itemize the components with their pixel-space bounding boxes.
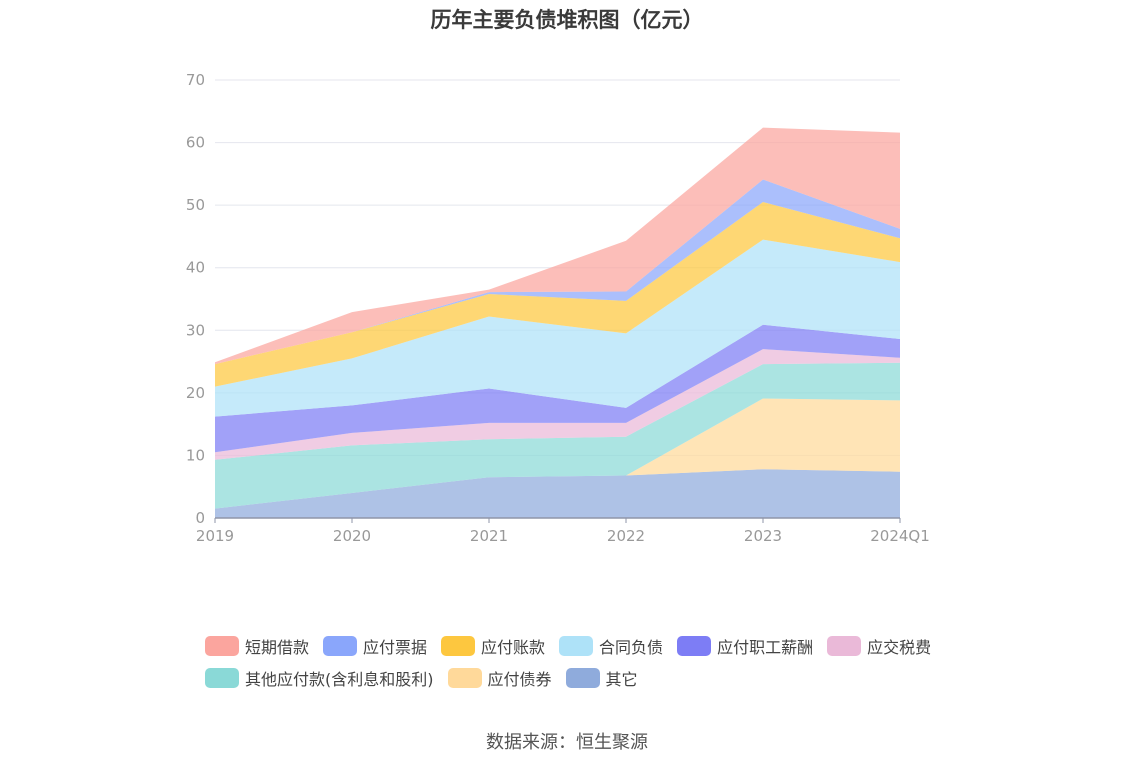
legend-item[interactable]: 其它 — [565, 666, 638, 690]
chart-plot: 0 10 20 30 40 50 60 70 2019 2020 2021 2022 2023 2024Q… — [186, 71, 930, 545]
area-应付债券 — [215, 398, 900, 509]
legend-swatch — [441, 636, 476, 656]
area-其它 — [215, 469, 900, 518]
area-短期借款 — [215, 127, 900, 365]
legend-item[interactable]: 应付票据 — [323, 634, 427, 658]
y-tick-label: 70 — [186, 71, 205, 89]
legend-item[interactable]: 应交税费 — [827, 634, 931, 658]
x-tick-label: 2022 — [607, 527, 645, 545]
legend-item[interactable]: 短期借款 — [205, 634, 309, 658]
legend-item[interactable]: 应付债券 — [447, 666, 552, 690]
y-tick-label: 50 — [186, 196, 205, 214]
legend-swatch — [205, 636, 239, 656]
y-tick-label: 20 — [186, 384, 205, 402]
y-tick-label: 30 — [186, 321, 205, 339]
legend-swatch — [559, 636, 594, 656]
area-应交税费 — [215, 349, 900, 460]
area-合同负债 — [215, 239, 900, 417]
legend-swatch — [323, 636, 358, 656]
legend-label: 其它 — [605, 670, 638, 689]
legend: 短期借款 应付票据 应付账款 合同负债 应付职工薪酬 应交税费 其他应付款(含利息和股利)… — [205, 630, 965, 694]
legend-label: 应交税费 — [867, 638, 932, 657]
x-tick-label: 2023 — [744, 527, 782, 545]
legend-row-1: 短期借款 应付票据 应付账款 合同负债 应付职工薪酬 应交税费 — [205, 630, 965, 662]
area-应付票据 — [215, 179, 900, 365]
area-其他应付款(含利息和股利) — [215, 362, 900, 509]
legend-item[interactable]: 应付职工薪酬 — [677, 634, 813, 658]
chart-title: 历年主要负债堆积图（亿元） — [430, 8, 704, 32]
legend-row-2: 其他应付款(含利息和股利) 应付债券 其它 — [205, 662, 965, 694]
x-tick-label: 2021 — [470, 527, 508, 545]
legend-item[interactable]: 合同负债 — [559, 634, 663, 658]
legend-swatch — [827, 636, 862, 656]
legend-label: 其他应付款(含利息和股利) — [245, 670, 434, 689]
legend-label: 应付票据 — [363, 638, 428, 657]
legend-label: 应付职工薪酬 — [717, 638, 814, 657]
area-应付职工薪酬 — [215, 324, 900, 453]
legend-label: 短期借款 — [245, 638, 310, 657]
legend-swatch — [447, 668, 482, 688]
legend-label: 应付账款 — [481, 638, 546, 657]
x-tick-label: 2019 — [196, 527, 234, 545]
x-tick-label: 2024Q1 — [870, 527, 930, 545]
data-source: 数据来源：恒生聚源 — [486, 732, 648, 753]
y-tick-label: 60 — [186, 134, 205, 152]
legend-item[interactable]: 应付账款 — [441, 634, 545, 658]
area-应付账款 — [215, 202, 900, 387]
y-tick-label: 10 — [186, 446, 205, 464]
legend-swatch — [565, 668, 600, 688]
x-tick-label: 2020 — [333, 527, 371, 545]
legend-label: 应付债券 — [487, 670, 552, 689]
y-tick-label: 40 — [186, 259, 205, 277]
legend-swatch — [677, 636, 712, 656]
legend-swatch — [205, 668, 239, 688]
legend-label: 合同负债 — [599, 638, 664, 657]
legend-item[interactable]: 其他应付款(含利息和股利) — [205, 666, 434, 690]
y-tick-label: 0 — [195, 509, 205, 527]
